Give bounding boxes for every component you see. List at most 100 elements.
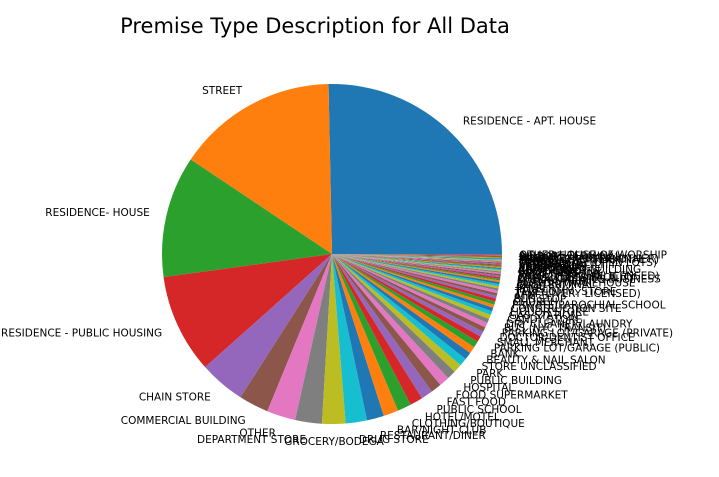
slice-label: GAS STATION <box>509 310 579 322</box>
pie-slice <box>332 254 502 261</box>
pie-slice <box>295 254 332 424</box>
slice-label: PRIVATE/PAROCHIAL SCHOOL <box>512 300 666 312</box>
pie-slice <box>332 254 502 272</box>
slice-label: LOAN COMPANY <box>518 268 602 280</box>
slice-label: PARKING LOT/GARAGE (PRIVATE) <box>502 327 673 339</box>
pie-slice <box>332 254 441 392</box>
slice-label: LIQUOR STORE <box>510 307 589 319</box>
pie-slice <box>332 254 502 256</box>
pie-slice <box>332 254 503 255</box>
slice-label: BEAUTY & NAIL SALON <box>486 355 605 367</box>
slice-label: DRUG STORE <box>359 434 429 446</box>
pie-slice <box>332 254 411 411</box>
slice-label: CHAIN STORE <box>139 391 211 403</box>
pie-slice <box>332 254 501 275</box>
slice-label: BUS (NYC TRANSIT) <box>504 323 606 335</box>
pie-slice <box>332 254 494 312</box>
slice-label: PARKING LOT/GARAGE (PUBLIC) <box>494 343 660 355</box>
pie-slice <box>332 254 488 328</box>
slice-label: ABANDONED BUILDING <box>518 264 641 276</box>
pie-slice <box>332 254 499 294</box>
slice-label: CLOTHING/BOUTIQUE <box>412 418 525 430</box>
slice-label: OTHER <box>239 427 276 439</box>
pie-slice <box>332 254 496 305</box>
pie-slice <box>332 254 500 287</box>
pie-slice <box>332 254 461 372</box>
pie-slice <box>332 254 502 265</box>
pie-slice <box>332 254 499 291</box>
pie-slice <box>332 254 502 258</box>
pie-slice <box>332 254 423 405</box>
slice-label: TELECOMM. STORE <box>514 286 616 298</box>
pie-slice <box>332 254 495 308</box>
slice-label: CHURCH <box>513 297 558 309</box>
pie-slice <box>332 254 484 337</box>
slice-label: OPEN AREAS (OPEN LOTS) <box>519 257 657 269</box>
chart-title: Premise Type Description for All Data <box>120 14 510 38</box>
slice-label: STREET <box>202 85 243 97</box>
slice-label: FERRY/FERRY TERMINAL <box>519 254 645 266</box>
slice-label: COMMERCIAL BUILDING <box>121 415 246 427</box>
pie-slice <box>332 254 466 366</box>
slice-label: TAXI/LIVERY (UNLICENSED) <box>517 270 660 282</box>
pie-slice <box>332 254 501 281</box>
pie-slice <box>332 254 399 416</box>
pie-slice <box>332 254 493 315</box>
pie-slice <box>332 254 502 264</box>
pie-slice <box>190 84 332 254</box>
pie-slice <box>163 254 332 368</box>
pie-slice <box>332 254 497 302</box>
slice-label: TAXI (LIVERY LICENSED) <box>514 288 641 300</box>
slice-label: BANK <box>490 349 520 361</box>
slice-label: HIGHWAY/PARKWAY <box>519 252 622 264</box>
pie-slice <box>332 254 502 266</box>
pie-slice <box>332 254 502 262</box>
pie-slice <box>332 254 502 273</box>
slice-label: TRANSIT FACILITY (OTHER) <box>518 253 659 265</box>
pie-slice <box>205 254 332 398</box>
slice-label: HOTEL/MOTEL <box>425 411 500 423</box>
pie-slice <box>332 254 497 299</box>
slice-label: HOSPITAL <box>463 382 514 394</box>
pie-slice <box>332 254 481 342</box>
pie-slice <box>332 254 502 269</box>
pie-slice <box>332 254 471 360</box>
slice-label: DRY CLEANER/LAUNDRY <box>506 318 633 330</box>
pie-slice <box>332 254 501 276</box>
slice-label: AIRPORT TERMINAL <box>519 250 621 262</box>
slice-label: CEMETERY <box>518 265 574 277</box>
slice-label: PUBLIC BUILDING <box>470 375 562 387</box>
slice-label: STORE UNCLASSIFIED <box>482 361 597 373</box>
slice-label: SYNAGOGUE <box>519 262 586 274</box>
slice-label: OTHER HOUSE OF WORSHIP <box>519 250 667 262</box>
pie-slice <box>332 254 502 257</box>
slice-label: RESIDENCE - APT. HOUSE <box>463 115 596 127</box>
slice-label: BOOK/CARD <box>518 266 582 278</box>
pie-slice <box>332 254 486 332</box>
pie-slice <box>332 254 384 421</box>
slice-label: FOOD SUPERMARKET <box>456 389 569 401</box>
pie-slice <box>332 254 490 323</box>
slice-label: CHECK CASHING BUSINESS <box>517 274 661 286</box>
slice-label: DOCTOR/DENTIST OFFICE <box>500 332 635 344</box>
pie-slice <box>332 254 501 279</box>
slice-label: TUNNEL <box>518 255 561 267</box>
slice-label: RESIDENCE - PUBLIC HOUSING <box>1 327 162 339</box>
pie-slice <box>332 254 475 353</box>
pie-slice <box>332 254 502 263</box>
slice-label: PUBLIC SCHOOL <box>437 404 522 416</box>
slice-label: BUS TERMINAL <box>517 279 595 291</box>
pie-slice <box>332 254 502 267</box>
pie-slice <box>321 254 346 425</box>
slice-label: VIDEO STORE <box>519 260 591 272</box>
slice-label: STORAGE FACILITY <box>519 259 617 271</box>
pie-slice <box>328 84 502 254</box>
slice-label: BRIDGE <box>519 251 559 263</box>
slice-label: GROCERY/BODEGA <box>284 436 384 448</box>
pie-slice <box>332 254 500 285</box>
slice-label: GYM/FITNESS FACILITY <box>518 272 636 284</box>
pie-slice <box>161 159 332 278</box>
slice-label: CONSTRUCTION SITE <box>511 303 622 315</box>
slice-label: ATM <box>514 291 536 303</box>
